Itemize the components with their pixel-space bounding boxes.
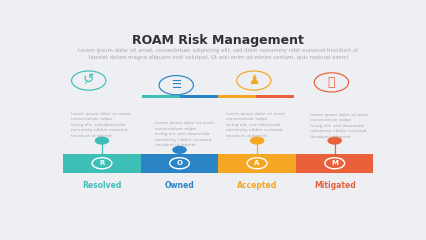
Text: ♟: ♟	[248, 74, 259, 87]
Text: ⛱: ⛱	[328, 76, 335, 89]
Circle shape	[250, 137, 265, 145]
FancyBboxPatch shape	[142, 95, 180, 98]
Text: R: R	[99, 160, 105, 166]
FancyBboxPatch shape	[63, 154, 141, 173]
Text: Lorem ipsum dolor sit amet,
consectetuer adipe
iscing elit, sed diaomedia
nonumm: Lorem ipsum dolor sit amet, consectetuer…	[71, 112, 130, 138]
Circle shape	[172, 146, 187, 154]
Text: Mitigated: Mitigated	[314, 181, 356, 190]
FancyBboxPatch shape	[180, 95, 219, 98]
FancyBboxPatch shape	[256, 95, 294, 98]
Text: ROAM Risk Management: ROAM Risk Management	[132, 34, 304, 47]
Text: Lorem ipsum dolor sit amet,
consectetuer adipe
iscing elit, sed diaomedia
nonumm: Lorem ipsum dolor sit amet, consectetuer…	[155, 121, 215, 147]
Circle shape	[328, 137, 342, 145]
Text: ✓: ✓	[84, 80, 90, 86]
Text: O: O	[176, 160, 182, 166]
Text: laoreet dolore magna aliquam erat volutpat. Ut wisi enim ad minim veniam, quis n: laoreet dolore magna aliquam erat volutp…	[89, 55, 348, 60]
FancyBboxPatch shape	[219, 154, 296, 173]
Text: A: A	[254, 160, 260, 166]
Text: ↺: ↺	[83, 72, 95, 86]
Text: Lorem ipsum dolor sit amet,
consectetuer adipe
iscing elit, sed diaomedia
nonumm: Lorem ipsum dolor sit amet, consectetuer…	[310, 113, 370, 139]
FancyBboxPatch shape	[296, 154, 374, 173]
Text: Lorem ipsum dolor sit amet, consectetuer adipiscing elit, sed diam nonummy nibh : Lorem ipsum dolor sit amet, consectetuer…	[78, 48, 358, 53]
Text: Accepted: Accepted	[237, 181, 277, 190]
Text: Lorem ipsum dolor sit amet,
consectetuer adipe
iscing elit, sed diaomedia
nonumm: Lorem ipsum dolor sit amet, consectetuer…	[226, 112, 285, 138]
Text: Owned: Owned	[165, 181, 194, 190]
FancyBboxPatch shape	[219, 95, 256, 98]
FancyBboxPatch shape	[141, 154, 219, 173]
Text: M: M	[331, 160, 338, 166]
Text: Resolved: Resolved	[82, 181, 122, 190]
Circle shape	[95, 137, 109, 145]
Text: ☰: ☰	[171, 80, 181, 90]
